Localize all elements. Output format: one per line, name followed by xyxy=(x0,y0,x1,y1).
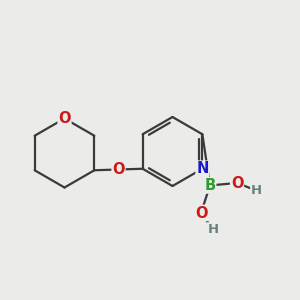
Text: N: N xyxy=(196,161,208,176)
Text: B: B xyxy=(204,178,216,193)
Text: H: H xyxy=(207,223,219,236)
Text: O: O xyxy=(112,162,125,177)
Text: O: O xyxy=(58,111,71,126)
Text: O: O xyxy=(231,176,243,190)
Text: O: O xyxy=(195,206,207,220)
Text: H: H xyxy=(251,184,262,197)
